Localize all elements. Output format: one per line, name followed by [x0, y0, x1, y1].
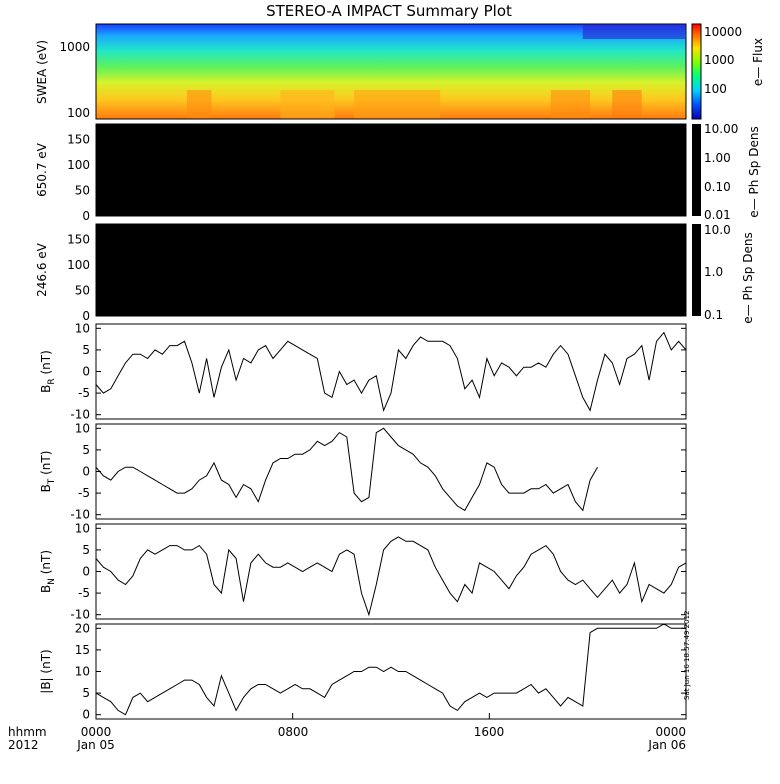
bn-ytick-label: 0: [82, 565, 90, 579]
swea-flux-patch: [280, 90, 335, 119]
pad246-cbar-label: e— Ph Sp Dens: [741, 232, 755, 323]
swea-flux-features: [186, 25, 685, 119]
swea-flux-patch: [612, 90, 642, 119]
plot-title: STEREO-A IMPACT Summary Plot: [266, 2, 512, 20]
pad650-spectrogram: [96, 124, 686, 216]
pad650-ylabel: 650.7 eV: [35, 142, 49, 197]
bn-panel-frame: [95, 523, 687, 620]
swea-ytick-1000: 1000: [59, 40, 90, 54]
swea-flux-patch: [354, 90, 441, 119]
pad650-ytick-150: 150: [67, 132, 90, 146]
swea-cbar-tick-1000: 1000: [704, 53, 735, 67]
swea-panel: 1000 100 SWEA (eV) 10000 1000 100 e— Flu…: [35, 23, 765, 120]
pad650-ytick-50: 50: [75, 183, 90, 197]
pad650-cbar-tick-3: 0.01: [704, 208, 731, 222]
bt-ytick-label: 10: [75, 421, 90, 435]
bt-series-line: [95, 427, 598, 512]
pad650-yticks: 150 100 50 0: [67, 132, 90, 223]
time-axis-footer: hhmm 2012 0000 0800 1600 0000 Jan 05 Jan…: [8, 725, 686, 752]
magnetic-field-panels: 10 5 0 -5 -10 BR (nT) 10 5 0 -5 -10 BT (nT) 10 5 0 -5 -1…: [39, 321, 687, 722]
bt-ytick-label: 0: [82, 465, 90, 479]
br-ytick-label: -5: [78, 386, 90, 400]
swea-panel-frame: [95, 23, 687, 120]
bmag-series-line: [95, 623, 686, 716]
bn-ylabel: BN (nT): [39, 550, 57, 593]
br-ytick-label: 10: [75, 321, 90, 335]
pad650-cbar-tick-2: 0.10: [704, 180, 731, 194]
pad650-panel-frame: [95, 123, 687, 217]
generation-timestamp: Sat Jun 16 18:57:49 2012: [683, 611, 691, 700]
swea-cbar-tick-100: 100: [704, 82, 727, 96]
xtick-0000-start: 0000: [81, 725, 112, 739]
pad246-cbar-tick-0: 10.0: [704, 223, 731, 237]
swea-cbar-label: e— Flux: [751, 38, 765, 86]
bt-panel: 10 5 0 -5 -10 BT (nT): [39, 421, 687, 522]
footer-year-label: 2012: [8, 738, 39, 752]
swea-ylabel: SWEA (eV): [35, 40, 49, 104]
pad246-ytick-100: 100: [67, 258, 90, 272]
swea-cbar-tick-10000: 10000: [704, 25, 742, 39]
bn-ytick-label: 5: [82, 543, 90, 557]
pad246-ytick-0: 0: [82, 309, 90, 323]
pad246-ylabel: 246.6 eV: [35, 242, 49, 297]
bn-panel: 10 5 0 -5 -10 BN (nT): [39, 521, 687, 622]
swea-flux-patch: [186, 90, 212, 119]
bmag-ytick-label: 20: [75, 621, 90, 635]
pad650-ytick-100: 100: [67, 158, 90, 172]
pad246-ytick-50: 50: [75, 283, 90, 297]
swea-flux-patch: [550, 90, 591, 119]
bn-series-line: [95, 536, 687, 617]
swea-high-energy-depletion: [582, 25, 685, 39]
br-ytick-label: 0: [82, 365, 90, 379]
xtick-0000-end: 0000: [655, 725, 686, 739]
bmag-ytick-label: 10: [75, 665, 90, 679]
pad246-spectrogram: [96, 224, 686, 316]
date-label-start: Jan 05: [76, 738, 115, 752]
bmag-panel: 20 15 10 5 0 |B| (nT): [39, 621, 687, 722]
swea-colorbar: [692, 24, 701, 119]
bt-panel-frame: [95, 423, 687, 520]
footer-hhmm-label: hhmm: [8, 725, 47, 739]
swea-ytick-100: 100: [67, 106, 90, 120]
br-ytick-label: 5: [82, 343, 90, 357]
bmag-ytick-label: 15: [75, 643, 90, 657]
pad246-colorbar: [692, 224, 701, 316]
bmag-ylabel: |B| (nT): [39, 649, 53, 693]
bt-ylabel: BT (nT): [39, 451, 57, 493]
pad650-cbar-tick-1: 1.00: [704, 151, 731, 165]
pad246-ytick-150: 150: [67, 232, 90, 246]
bmag-panel-frame: [95, 623, 687, 720]
bn-ytick-label: -5: [78, 586, 90, 600]
pad650-colorbar: [692, 124, 701, 216]
pad246-cbar-tick-1: 1.0: [704, 265, 723, 279]
xtick-0800: 0800: [278, 725, 309, 739]
pad650-ytick-0: 0: [82, 209, 90, 223]
swea-colorbar-frame: [691, 23, 702, 120]
xtick-1600: 1600: [474, 725, 505, 739]
pad246-panel: 150 100 50 0 246.6 eV 10.0 1.0 0.1 e— Ph Sp…: [35, 223, 755, 324]
pad246-cbar-tick-2: 0.1: [704, 308, 723, 322]
pad650-cbar-tick-0: 10.00: [704, 122, 738, 136]
bt-ytick-label: 5: [82, 443, 90, 457]
bt-ytick-label: -5: [78, 486, 90, 500]
pad246-yticks: 150 100 50 0: [67, 232, 90, 323]
bn-ytick-label: 10: [75, 521, 90, 535]
bt-ytick-label: -10: [70, 508, 90, 522]
br-panel: 10 5 0 -5 -10 BR (nT): [39, 321, 687, 422]
br-panel-frame: [95, 323, 687, 420]
bmag-ytick-label: 0: [82, 708, 90, 722]
bmag-ytick-label: 5: [82, 686, 90, 700]
pad650-cbar-label: e— Ph Sp Dens: [747, 126, 761, 217]
date-label-end: Jan 06: [647, 738, 686, 752]
pad246-panel-frame: [95, 223, 687, 317]
br-ylabel: BR (nT): [39, 350, 57, 393]
br-ytick-label: -10: [70, 408, 90, 422]
bn-ytick-label: -10: [70, 608, 90, 622]
br-series-line: [95, 331, 687, 413]
